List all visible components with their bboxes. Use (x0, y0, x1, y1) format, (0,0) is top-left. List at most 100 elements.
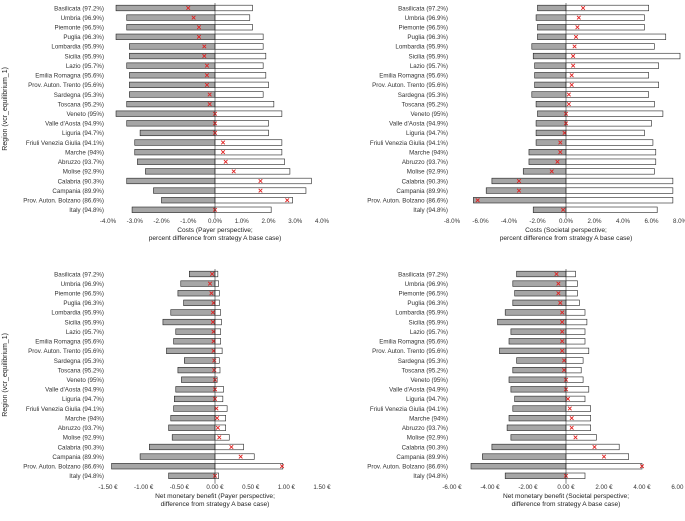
x-tick-label: -3.0% (127, 218, 144, 225)
high-bar (565, 62, 659, 69)
base-case-marker (556, 291, 561, 296)
region-label: Umbria (96.9%) (405, 15, 448, 22)
base-case-marker (569, 416, 574, 421)
high-bar (214, 453, 255, 460)
region-label: Campania (89.9%) (396, 454, 448, 461)
base-case-marker (560, 339, 565, 344)
base-case-marker (575, 25, 580, 30)
low-bar (522, 168, 567, 175)
high-bar (565, 101, 655, 108)
region-label: Lazio (95.7%) (410, 63, 448, 70)
high-bar (565, 318, 588, 326)
base-case-marker (196, 34, 202, 39)
x-tick-label: 4.0% (315, 218, 330, 225)
region-label: Marche (94%) (65, 415, 104, 422)
base-case-marker (580, 5, 586, 11)
region-label: Lazio (95.7%) (410, 329, 448, 336)
region-label: Puglia (96.3%) (407, 34, 448, 41)
base-case-marker (560, 319, 565, 325)
region-label: Emilia Romagna (95.6%) (35, 73, 104, 80)
low-bar (482, 453, 567, 460)
region-label: Abruzzo (93.7%) (58, 159, 104, 166)
low-bar (504, 472, 567, 479)
high-bar (214, 168, 291, 175)
chart-panel-top-left: Basilicata (97.2%) Umbria (96.9%) Piemonte… (2, 3, 330, 242)
base-case-marker (202, 44, 207, 49)
low-bar (137, 158, 216, 165)
low-bar (534, 72, 567, 79)
base-case-marker (556, 281, 561, 286)
low-bar (535, 14, 567, 21)
base-case-marker (516, 178, 522, 184)
high-bar (214, 206, 272, 213)
region-label: Campania (89.9%) (52, 188, 104, 195)
base-case-marker (207, 101, 212, 107)
high-bar (565, 187, 674, 194)
base-case-marker (569, 82, 574, 87)
base-case-marker (220, 140, 226, 145)
x-tick-label: 0.00 € (557, 484, 575, 491)
high-bar (565, 434, 597, 441)
base-case-marker (210, 310, 215, 315)
base-case-marker (560, 310, 565, 315)
low-bar (528, 158, 567, 165)
high-bar (565, 299, 580, 306)
high-bar (565, 72, 649, 79)
region-label: Molise (92.9%) (63, 169, 104, 176)
x-tick-label: 2.0% (587, 218, 602, 225)
low-bar (485, 187, 567, 194)
low-bar (497, 318, 567, 326)
high-bar (214, 24, 253, 31)
high-bar (565, 338, 586, 345)
high-bar (565, 43, 655, 50)
low-bar (535, 129, 567, 137)
chart-panel-bottom-left: Basilicata (97.2%) Umbria (96.9%) Piemonte… (2, 269, 331, 508)
x-tick-label: 4.0% (616, 218, 631, 225)
region-label: Italy (94.8%) (69, 207, 104, 214)
low-bar (508, 376, 567, 383)
base-case-marker (560, 329, 565, 334)
x-tick-label: 6.0% (644, 218, 659, 225)
low-bar (126, 177, 216, 185)
low-bar (534, 62, 567, 69)
base-case-marker (572, 44, 577, 49)
low-bar (537, 33, 567, 40)
base-case-marker (209, 291, 214, 296)
x-tick-label: -1.0% (180, 218, 197, 225)
high-bar (214, 14, 251, 21)
region-label: Valle d'Aosta (94.9%) (389, 121, 448, 128)
region-label: Lombardia (95.9%) (51, 310, 104, 317)
high-bar (214, 347, 223, 354)
x-tick-label: 0.0% (208, 218, 223, 225)
low-bar (168, 424, 216, 431)
region-label: Veneto (95%) (67, 377, 105, 384)
region-label: Sardegna (95.3%) (54, 92, 104, 99)
low-bar (168, 472, 216, 479)
region-label: Puglia (96.3%) (63, 300, 104, 307)
high-bar (214, 43, 264, 50)
region-label: Valle d'Aosta (94.9%) (45, 121, 104, 128)
base-case-marker (215, 416, 220, 421)
high-bar (565, 472, 586, 479)
region-label: Veneto (95%) (411, 111, 449, 118)
low-bar (535, 139, 567, 146)
high-bar (565, 14, 645, 21)
x-tick-label: 2.00 € (595, 484, 613, 491)
high-bar (214, 299, 220, 306)
high-bar (565, 290, 578, 297)
base-case-marker (566, 101, 571, 107)
region-label: Calabria (90.3%) (402, 178, 448, 185)
region-label: Umbria (96.9%) (61, 281, 104, 288)
region-label: Basilicata (97.2%) (398, 5, 448, 12)
region-label: Marche (94%) (409, 149, 448, 156)
x-tick-label: -2.0% (529, 218, 546, 225)
low-bar (535, 101, 567, 108)
base-case-marker (204, 63, 210, 68)
low-bar (126, 14, 216, 21)
base-case-marker (258, 178, 263, 184)
x-tick-label: 1.00 € (278, 484, 296, 491)
high-bar (565, 158, 657, 165)
high-bar (565, 453, 630, 460)
low-bar (162, 318, 216, 326)
